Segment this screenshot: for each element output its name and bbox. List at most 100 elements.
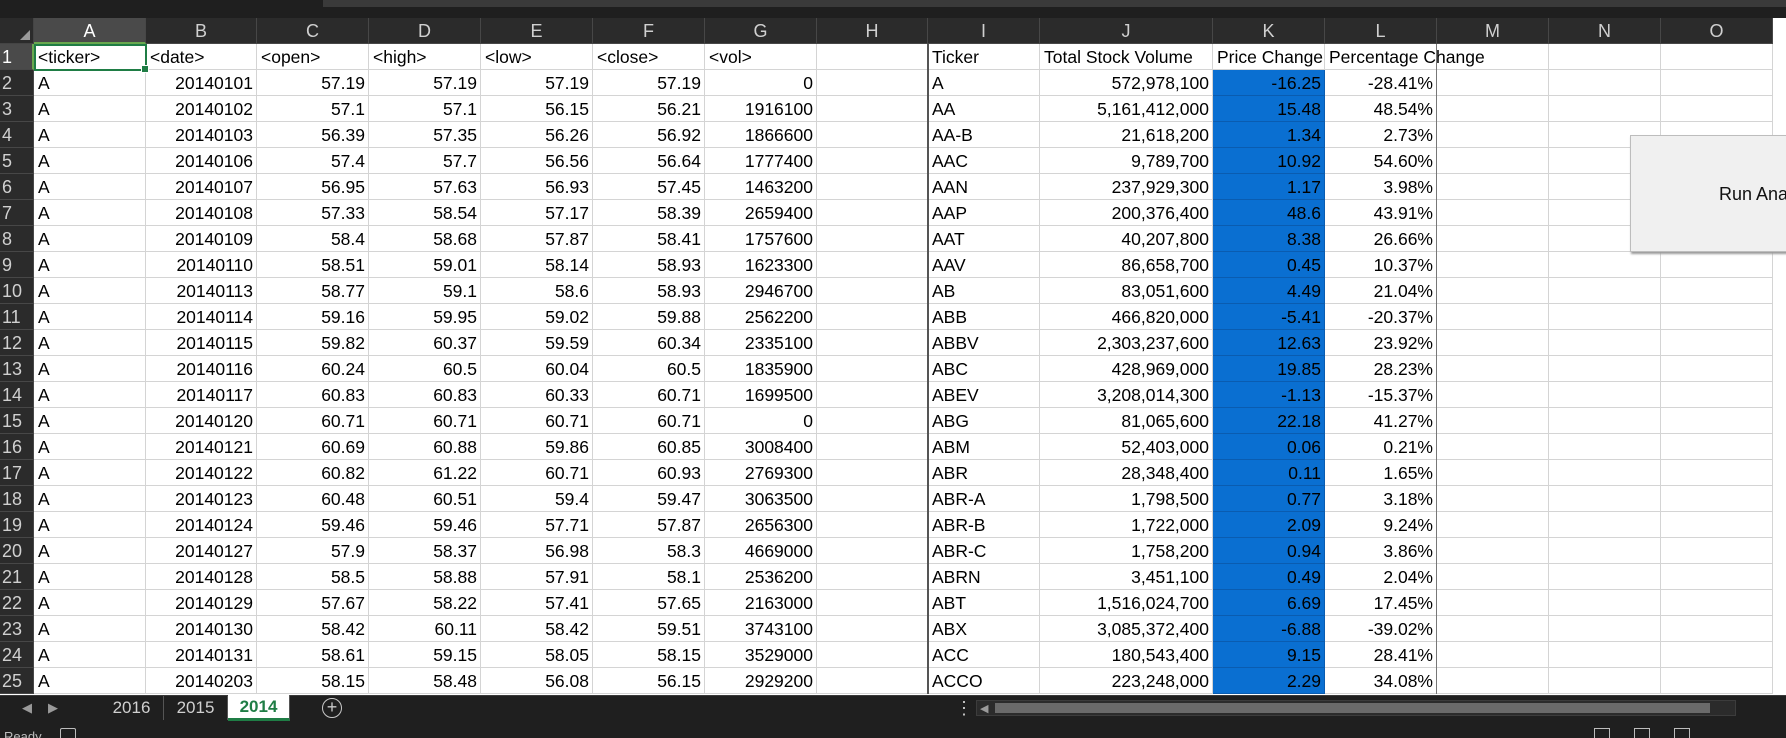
grid-cell[interactable]: [593, 44, 705, 70]
summary-data-cell[interactable]: ABB: [932, 307, 968, 327]
column-header-m[interactable]: M: [1437, 18, 1549, 44]
row-header-15[interactable]: 15: [0, 408, 34, 434]
grid-cell[interactable]: [1437, 538, 1549, 564]
grid-cell[interactable]: [817, 434, 928, 460]
summary-data-cell[interactable]: 3,085,372,400: [1097, 619, 1209, 639]
grid-cell[interactable]: [705, 330, 817, 356]
summary-data-cell[interactable]: 2.04%: [1383, 567, 1433, 587]
source-data-cell[interactable]: 20140102: [175, 99, 253, 119]
source-data-cell[interactable]: 2929200: [744, 671, 813, 691]
grid-cell[interactable]: [593, 408, 705, 434]
source-data-cell[interactable]: 2536200: [744, 567, 813, 587]
select-all-corner[interactable]: [0, 18, 34, 44]
grid-cell[interactable]: [146, 668, 257, 694]
price-change-cell[interactable]: -5.41: [1281, 307, 1321, 327]
prev-sheet-icon[interactable]: ◀: [22, 700, 32, 715]
grid-cell[interactable]: [34, 304, 146, 330]
grid-cell[interactable]: [146, 304, 257, 330]
source-data-cell[interactable]: 1623300: [744, 255, 813, 275]
grid-cell[interactable]: [928, 590, 1040, 616]
grid-cell[interactable]: [1437, 486, 1549, 512]
source-data-cell[interactable]: 58.42: [545, 619, 589, 639]
grid-cell[interactable]: [705, 590, 817, 616]
grid-cell[interactable]: [481, 174, 593, 200]
summary-data-cell[interactable]: 5,161,412,000: [1097, 99, 1209, 119]
grid-cell[interactable]: [369, 538, 481, 564]
grid-cell[interactable]: [705, 382, 817, 408]
summary-data-cell[interactable]: 26.66%: [1373, 229, 1433, 249]
source-data-cell[interactable]: 57.19: [545, 73, 589, 93]
grid-cell[interactable]: [928, 226, 1040, 252]
grid-cell[interactable]: [1040, 174, 1213, 200]
grid-cell[interactable]: [34, 96, 146, 122]
grid-cell[interactable]: [1661, 278, 1773, 304]
row-header-14[interactable]: 14: [0, 382, 34, 408]
grid-cell[interactable]: [1549, 278, 1661, 304]
row-header-2[interactable]: 2: [0, 70, 34, 96]
summary-data-cell[interactable]: 428,969,000: [1111, 359, 1209, 379]
source-data-cell[interactable]: 60.71: [545, 463, 589, 483]
source-data-cell[interactable]: 1866600: [744, 125, 813, 145]
summary-data-cell[interactable]: 52,403,000: [1121, 437, 1209, 457]
source-data-cell[interactable]: 57.1: [330, 99, 365, 119]
source-data-cell[interactable]: 56.56: [545, 151, 589, 171]
source-data-cell[interactable]: A: [38, 463, 50, 483]
grid-cell[interactable]: [593, 512, 705, 538]
price-change-cell[interactable]: 15.48: [1277, 99, 1321, 119]
column-header-n[interactable]: N: [1549, 18, 1661, 44]
grid-cell[interactable]: [257, 538, 369, 564]
grid-cell[interactable]: [257, 44, 369, 70]
price-change-cell[interactable]: 0.49: [1286, 567, 1321, 587]
source-data-cell[interactable]: 57.45: [657, 177, 701, 197]
grid-cell[interactable]: [1437, 44, 1549, 70]
grid-cell[interactable]: [481, 408, 593, 434]
grid-cell[interactable]: [1661, 44, 1773, 70]
grid-cell[interactable]: [928, 122, 1040, 148]
source-data-cell[interactable]: 58.41: [657, 229, 701, 249]
grid-cell[interactable]: [817, 668, 928, 694]
grid-cell[interactable]: [34, 382, 146, 408]
grid-cell[interactable]: [34, 590, 146, 616]
summary-data-cell[interactable]: A: [932, 73, 944, 93]
row-header-18[interactable]: 18: [0, 486, 34, 512]
grid-cell[interactable]: [369, 616, 481, 642]
grid-cell[interactable]: [146, 44, 257, 70]
source-data-cell[interactable]: 20140110: [176, 255, 253, 275]
grid-cell[interactable]: [1549, 330, 1661, 356]
grid-cell[interactable]: [146, 642, 257, 668]
grid-cell[interactable]: [1040, 616, 1213, 642]
grid-cell[interactable]: [146, 174, 257, 200]
source-data-cell[interactable]: 56.95: [321, 177, 365, 197]
grid-cell[interactable]: [1437, 70, 1549, 96]
grid-cell[interactable]: [481, 356, 593, 382]
grid-cell[interactable]: [34, 642, 146, 668]
source-data-cell[interactable]: A: [38, 177, 50, 197]
grid-cell[interactable]: [34, 252, 146, 278]
summary-data-cell[interactable]: 1,722,000: [1131, 515, 1209, 535]
source-data-cell[interactable]: 58.48: [433, 671, 477, 691]
grid-cell[interactable]: [1040, 460, 1213, 486]
source-data-cell[interactable]: 58.93: [657, 281, 701, 301]
grid-cell[interactable]: [369, 226, 481, 252]
grid-cell[interactable]: [705, 304, 817, 330]
source-header-cell[interactable]: <close>: [597, 47, 659, 67]
summary-data-cell[interactable]: AA: [932, 99, 956, 119]
grid-cell[interactable]: [593, 278, 705, 304]
summary-data-cell[interactable]: ACCO: [932, 671, 983, 691]
grid-cell[interactable]: [34, 330, 146, 356]
grid-cell[interactable]: [817, 538, 928, 564]
grid-cell[interactable]: [1661, 252, 1773, 278]
grid-cell[interactable]: [928, 70, 1040, 96]
source-data-cell[interactable]: 57.63: [433, 177, 477, 197]
source-data-cell[interactable]: 60.83: [433, 385, 477, 405]
source-data-cell[interactable]: 60.83: [321, 385, 365, 405]
summary-data-cell[interactable]: ABM: [932, 437, 970, 457]
price-change-cell[interactable]: 0.06: [1286, 437, 1321, 457]
grid-cell[interactable]: [1437, 252, 1549, 278]
summary-data-cell[interactable]: ABX: [932, 619, 968, 639]
page-layout-icon[interactable]: [1634, 728, 1650, 738]
source-data-cell[interactable]: 1699500: [744, 385, 813, 405]
source-data-cell[interactable]: A: [38, 99, 50, 119]
grid-cell[interactable]: [593, 122, 705, 148]
grid-cell[interactable]: [369, 200, 481, 226]
